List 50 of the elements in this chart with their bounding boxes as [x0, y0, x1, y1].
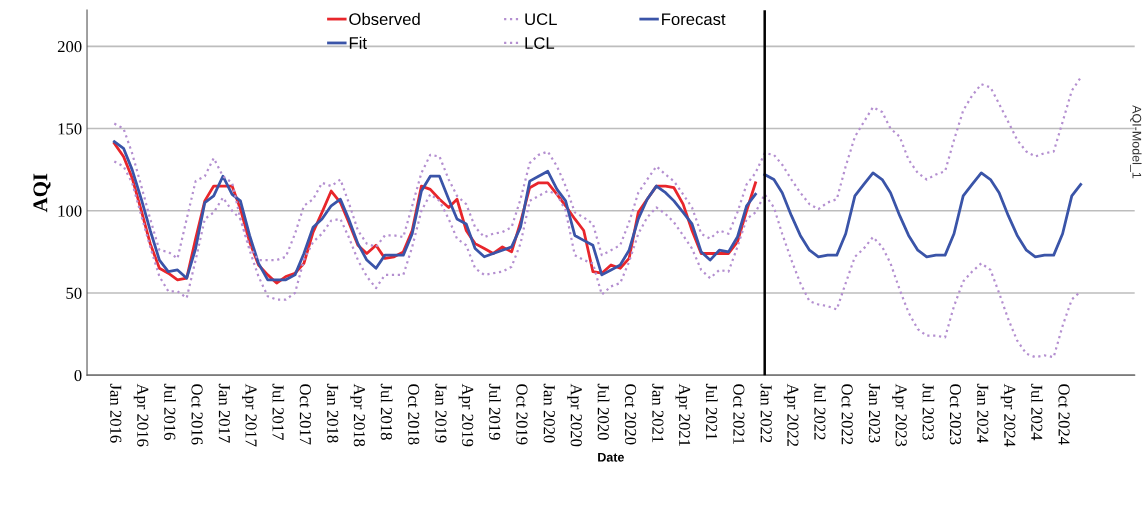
- x-tick-label: Jan 2023: [868, 383, 881, 443]
- x-tick-label: Oct 2024: [1058, 384, 1070, 445]
- x-axis-title: Date: [598, 452, 624, 462]
- x-tick-label: Oct 2022: [841, 384, 853, 445]
- x-tick-label: Jul 2022: [814, 383, 826, 440]
- x-tick-label: Jan 2017: [218, 383, 230, 443]
- x-tick-label: Oct 2017: [299, 384, 311, 445]
- x-tick-label: Jul 2020: [597, 383, 610, 440]
- legend-label: LCL: [525, 37, 555, 49]
- x-tick-label: Oct 2018: [408, 384, 420, 445]
- x-tick-label: Jul 2017: [272, 383, 285, 440]
- y-tick-label: 150: [58, 123, 82, 135]
- x-tick-label: Apr 2022: [783, 383, 799, 447]
- x-tick-label: Jul 2023: [922, 383, 935, 440]
- legend-label: Fit: [349, 36, 367, 49]
- x-tick-label: Jan 2020: [543, 383, 555, 443]
- x-tick-label: Apr 2020: [567, 383, 582, 447]
- x-tick-label: Jul 2018: [380, 383, 393, 440]
- x-tick-label: Oct 2023: [949, 384, 962, 445]
- legend-label: Observed: [349, 12, 420, 26]
- x-tick-label: Apr 2021: [675, 383, 691, 446]
- x-tick-label: Oct 2020: [624, 384, 637, 445]
- x-tick-label: Jul 2016: [164, 383, 176, 440]
- x-tick-label: Apr 2019: [458, 383, 474, 447]
- x-tick-label: Jan 2024: [977, 383, 989, 443]
- x-tick-label: Jan 2022: [760, 383, 772, 443]
- y-tick-label: 0: [74, 369, 82, 382]
- x-tick-label: Jan 2018: [327, 383, 339, 443]
- x-tick-label: Jan 2019: [435, 383, 447, 443]
- x-tick-label: Apr 2018: [350, 383, 365, 447]
- annotation: AQI-Model_1: [1130, 105, 1142, 179]
- x-tick-label: Oct 2019: [516, 384, 528, 445]
- y-tick-label: 50: [66, 287, 82, 299]
- y-tick-label: 100: [58, 205, 82, 217]
- line-series: [763, 171, 1083, 259]
- x-tick-label: Oct 2016: [191, 384, 203, 445]
- legend-label: UCL: [525, 13, 557, 26]
- x-tick-label: Apr 2017: [242, 383, 257, 447]
- x-tick-label: Jul 2024: [1031, 383, 1043, 441]
- x-tick-label: Apr 2016: [133, 383, 149, 447]
- x-tick-label: Apr 2023: [892, 383, 907, 447]
- y-axis-title: AQI: [33, 173, 51, 213]
- legend-label: Forecast: [662, 13, 726, 26]
- x-tick-label: Apr 2024: [1000, 383, 1016, 447]
- x-tick-label: Oct 2021: [733, 384, 745, 445]
- x-tick-label: Jul 2021: [705, 383, 718, 440]
- x-tick-label: Jul 2019: [489, 383, 501, 440]
- x-tick-label: Jan 2016: [110, 383, 122, 443]
- y-tick-label: 200: [57, 41, 82, 53]
- x-tick-label: Jan 2021: [652, 383, 664, 443]
